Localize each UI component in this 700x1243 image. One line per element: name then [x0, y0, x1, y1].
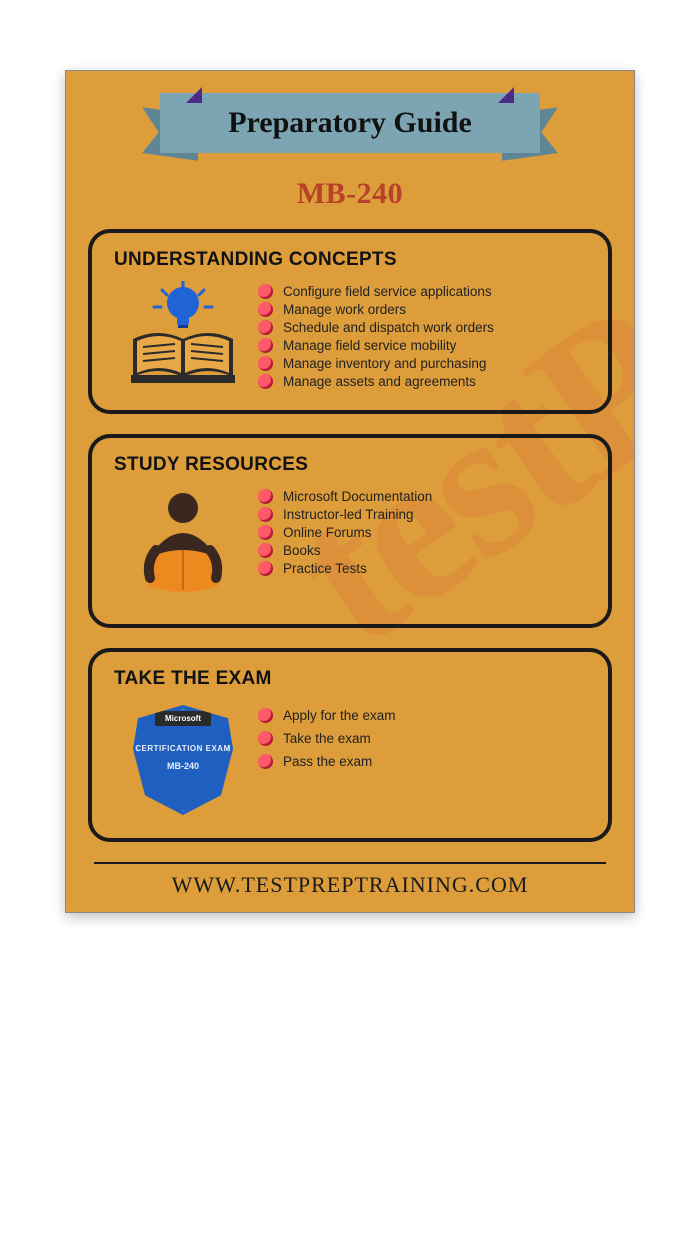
bullet-icon	[258, 356, 273, 371]
item-text: Take the exam	[283, 731, 371, 746]
list-item: Pass the exam	[258, 754, 592, 769]
heading-concepts: UNDERSTANDING CONCEPTS	[114, 249, 592, 271]
panel-exam: TAKE THE EXAM Microsoft CERTIFICATION EX…	[88, 648, 612, 842]
list-item: Microsoft Documentation	[258, 489, 592, 504]
list-item: Schedule and dispatch work orders	[258, 320, 592, 335]
item-text: Schedule and dispatch work orders	[283, 320, 494, 335]
item-text: Manage field service mobility	[283, 338, 456, 353]
bullet-icon	[258, 302, 273, 317]
item-text: Configure field service applications	[283, 284, 492, 299]
list-item: Manage field service mobility	[258, 338, 592, 353]
panel-concepts: UNDERSTANDING CONCEPTS	[88, 229, 612, 414]
panel-resources: STUDY RESOURCES Microsoft Documentation …	[88, 434, 612, 628]
item-text: Manage inventory and purchasing	[283, 356, 486, 371]
cert-badge-icon: Microsoft CERTIFICATION EXAM MB-240	[108, 700, 258, 820]
list-item: Manage assets and agreements	[258, 374, 592, 389]
list-item: Take the exam	[258, 731, 592, 746]
bullet-icon	[258, 338, 273, 353]
heading-resources: STUDY RESOURCES	[114, 454, 592, 476]
item-text: Instructor-led Training	[283, 507, 414, 522]
bullet-icon	[258, 754, 273, 769]
bullet-icon	[258, 525, 273, 540]
bullet-icon	[258, 708, 273, 723]
list-item: Manage work orders	[258, 302, 592, 317]
bullet-icon	[258, 320, 273, 335]
list-item: Configure field service applications	[258, 284, 592, 299]
item-text: Pass the exam	[283, 754, 372, 769]
list-resources: Microsoft Documentation Instructor-led T…	[258, 486, 592, 579]
bullet-icon	[258, 731, 273, 746]
bullet-icon	[258, 374, 273, 389]
ribbon-accent-right	[498, 87, 514, 103]
reader-icon	[108, 486, 258, 606]
list-item: Manage inventory and purchasing	[258, 356, 592, 371]
shield-shape: Microsoft CERTIFICATION EXAM MB-240	[133, 705, 233, 815]
bullet-icon	[258, 543, 273, 558]
item-text: Manage assets and agreements	[283, 374, 476, 389]
item-text: Manage work orders	[283, 302, 406, 317]
item-text: Microsoft Documentation	[283, 489, 432, 504]
item-text: Practice Tests	[283, 561, 367, 576]
ribbon-body: Preparatory Guide	[160, 93, 540, 153]
bullet-icon	[258, 561, 273, 576]
list-item: Instructor-led Training	[258, 507, 592, 522]
list-item: Practice Tests	[258, 561, 592, 576]
ribbon-title: Preparatory Guide	[228, 106, 472, 140]
list-item: Online Forums	[258, 525, 592, 540]
badge-code-label: MB-240	[167, 761, 199, 771]
footer-url: WWW.TESTPREPTRAINING.COM	[94, 862, 606, 898]
item-text: Online Forums	[283, 525, 372, 540]
ribbon-header: Preparatory Guide	[88, 93, 612, 171]
ribbon-accent-left	[186, 87, 202, 103]
bullet-icon	[258, 507, 273, 522]
list-exam: Apply for the exam Take the exam Pass th…	[258, 700, 592, 777]
list-item: Books	[258, 543, 592, 558]
bullet-icon	[258, 489, 273, 504]
badge-mid-label: CERTIFICATION EXAM	[135, 744, 231, 753]
list-item: Apply for the exam	[258, 708, 592, 723]
heading-exam: TAKE THE EXAM	[114, 668, 592, 690]
badge-top-label: Microsoft	[155, 711, 211, 726]
subtitle: MB-240	[88, 177, 612, 211]
item-text: Apply for the exam	[283, 708, 396, 723]
infographic-card: testPr Preparatory Guide MB-240 UNDERSTA…	[65, 70, 635, 913]
book-bulb-icon	[108, 281, 258, 391]
bullet-icon	[258, 284, 273, 299]
list-concepts: Configure field service applications Man…	[258, 281, 592, 392]
item-text: Books	[283, 543, 321, 558]
